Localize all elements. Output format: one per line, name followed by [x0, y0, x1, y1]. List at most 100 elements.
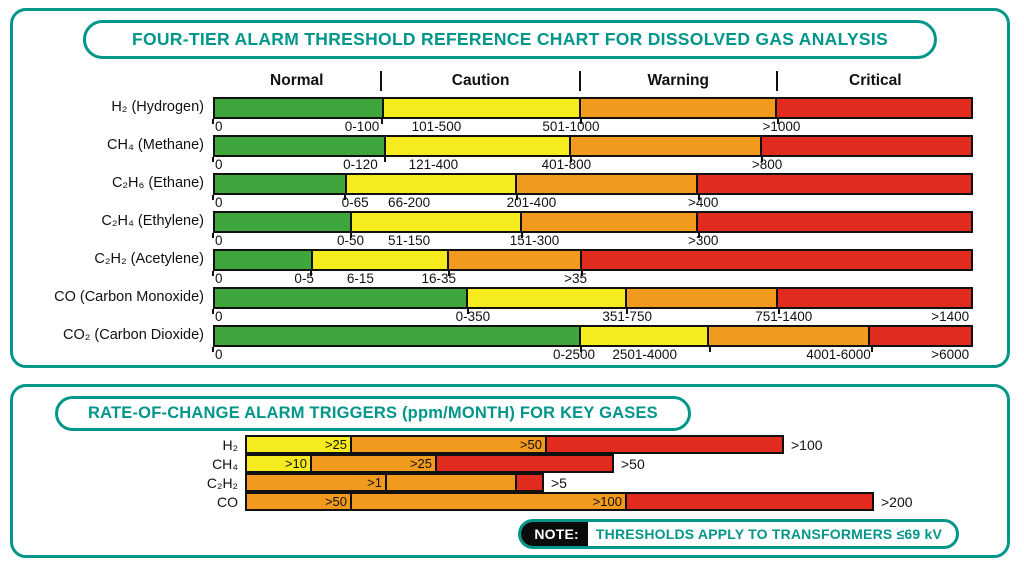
bar-area: 00-100101-500501-1000>1000 [213, 97, 973, 135]
rate-bar: >25 >50 [245, 435, 784, 454]
bar-segment-normal [215, 251, 313, 269]
four-tier-chart-title-text: FOUR-TIER ALARM THRESHOLD REFERENCE CHAR… [132, 29, 888, 49]
rate-trigger-label: >10 [285, 457, 310, 471]
bar-area: 00-56-1516-35>35 [213, 249, 973, 287]
four-tier-chart: NormalCautionWarningCritical H₂ (Hydroge… [25, 71, 973, 363]
rate-trigger-label: >1 [367, 476, 385, 490]
rate-rows: H₂>25>50>100CH₄>10>25>50C₂H₂>1>5CO>50>10… [13, 435, 997, 511]
rate-row: C₂H₂>1>5 [13, 473, 997, 492]
tier-header-normal: Normal [213, 71, 382, 91]
range-label: 0 [215, 234, 223, 248]
gas-row: CO₂ (Carbon Dioxide)00-25002501-40004001… [25, 325, 973, 363]
value-label-strip: 00-100101-500501-1000>1000 [213, 119, 973, 135]
bar-segment-critical [698, 213, 971, 231]
rate-row-label: H₂ [13, 437, 245, 453]
range-label: >1400 [931, 310, 969, 324]
rate-trigger-label: >100 [593, 495, 625, 509]
rate-bar: >50 >100 [245, 492, 874, 511]
rate-trigger-label: >50 [520, 438, 545, 452]
gas-row-label: C₂H₆ (Ethane) [25, 173, 213, 211]
range-label: 0-100 [345, 120, 380, 134]
gas-row-label: C₂H₂ (Acetylene) [25, 249, 213, 287]
rate-segment-red [547, 437, 782, 452]
rate-segment-orange: >50 [247, 494, 352, 509]
range-label: 121-400 [409, 158, 459, 172]
rate-row: CH₄>10>25>50 [13, 454, 997, 473]
boundary-tick [709, 347, 711, 352]
bar-area: 00-6566-200201-400>400 [213, 173, 973, 211]
gas-row-label: H₂ (Hydrogen) [25, 97, 213, 135]
range-label: 16-35 [421, 272, 456, 286]
bar-area: 00-5051-150151-300>300 [213, 211, 973, 249]
rate-segment-orange [387, 475, 517, 490]
boundary-tick [384, 157, 386, 162]
value-label-strip: 00-56-1516-35>35 [213, 271, 973, 287]
gas-rows: H₂ (Hydrogen)00-100101-500501-1000>1000C… [25, 97, 973, 363]
rate-of-change-panel: RATE-OF-CHANGE ALARM TRIGGERS (ppm/MONTH… [10, 384, 1010, 558]
gas-row-label: CH₄ (Methane) [25, 135, 213, 173]
value-label-strip: 00-120121-400401-800>800 [213, 157, 973, 173]
bar-segment-critical [777, 99, 971, 117]
gas-row: H₂ (Hydrogen)00-100101-500501-1000>1000 [25, 97, 973, 135]
threshold-bar [213, 325, 973, 347]
bar-area: 00-120121-400401-800>800 [213, 135, 973, 173]
rate-end-label: >200 [881, 494, 913, 510]
boundary-tick [212, 119, 214, 124]
rate-end-label: >100 [791, 437, 823, 453]
range-label: 151-300 [510, 234, 560, 248]
threshold-bar [213, 287, 973, 309]
rate-segment-orange: >50 [352, 437, 547, 452]
bar-segment-normal [215, 289, 468, 307]
boundary-tick [212, 233, 214, 238]
range-label: 0 [215, 310, 223, 324]
bar-segment-critical [870, 327, 971, 345]
rate-segment-yellow: >10 [247, 456, 312, 471]
range-label: 401-800 [542, 158, 592, 172]
bar-segment-warning [449, 251, 582, 269]
tier-header-caution: Caution [382, 71, 580, 91]
threshold-bar [213, 249, 973, 271]
rate-row: H₂ >25 >50 >100 [13, 435, 997, 454]
boundary-tick [212, 309, 214, 314]
threshold-bar [213, 173, 973, 195]
range-label: 0 [215, 272, 223, 286]
rate-row-label: C₂H₂ [13, 475, 245, 491]
gas-row: C₂H₂ (Acetylene)00-56-1516-35>35 [25, 249, 973, 287]
bar-segment-caution [313, 251, 450, 269]
rate-trigger-label: >50 [325, 495, 350, 509]
bar-segment-critical [762, 137, 971, 155]
note-text: THRESHOLDS APPLY TO TRANSFORMERS ≤69 kV [588, 522, 956, 546]
range-label: 0 [215, 348, 223, 362]
bar-segment-normal [215, 327, 581, 345]
rate-segment-orange: >100 [352, 494, 627, 509]
bar-segment-caution [352, 213, 522, 231]
rate-segment-red [437, 456, 612, 471]
range-label: >6000 [931, 348, 969, 362]
gas-row-label: C₂H₄ (Ethylene) [25, 211, 213, 249]
bar-segment-warning [517, 175, 698, 193]
bar-segment-warning [571, 137, 762, 155]
bar-segment-caution [468, 289, 627, 307]
range-label: 0 [215, 158, 223, 172]
rate-row-label: CO [13, 494, 245, 510]
threshold-bar [213, 97, 973, 119]
gas-row: CH₄ (Methane)00-120121-400401-800>800 [25, 135, 973, 173]
bar-segment-warning [627, 289, 778, 307]
boundary-tick [871, 347, 873, 352]
rate-row-label: CH₄ [13, 456, 245, 472]
bar-area: 00-350351-750751-1400>1400 [213, 287, 973, 325]
range-label: >35 [564, 272, 587, 286]
rate-segment-red [627, 494, 872, 509]
range-label: >800 [752, 158, 782, 172]
rate-segment-orange: >1 [247, 475, 387, 490]
rate-chart-title: RATE-OF-CHANGE ALARM TRIGGERS (ppm/MONTH… [55, 396, 691, 431]
gas-row: CO (Carbon Monoxide)00-350351-750751-140… [25, 287, 973, 325]
tier-header-warning: Warning [581, 71, 778, 91]
rate-trigger-label: >25 [325, 438, 350, 452]
value-label-strip: 00-5051-150151-300>300 [213, 233, 973, 249]
bar-segment-critical [698, 175, 971, 193]
range-label: 0-2500 [553, 348, 595, 362]
value-label-strip: 00-25002501-40004001-6000>6000 [213, 347, 973, 363]
value-label-strip: 00-350351-750751-1400>1400 [213, 309, 973, 325]
rate-end-label: >50 [621, 456, 645, 472]
